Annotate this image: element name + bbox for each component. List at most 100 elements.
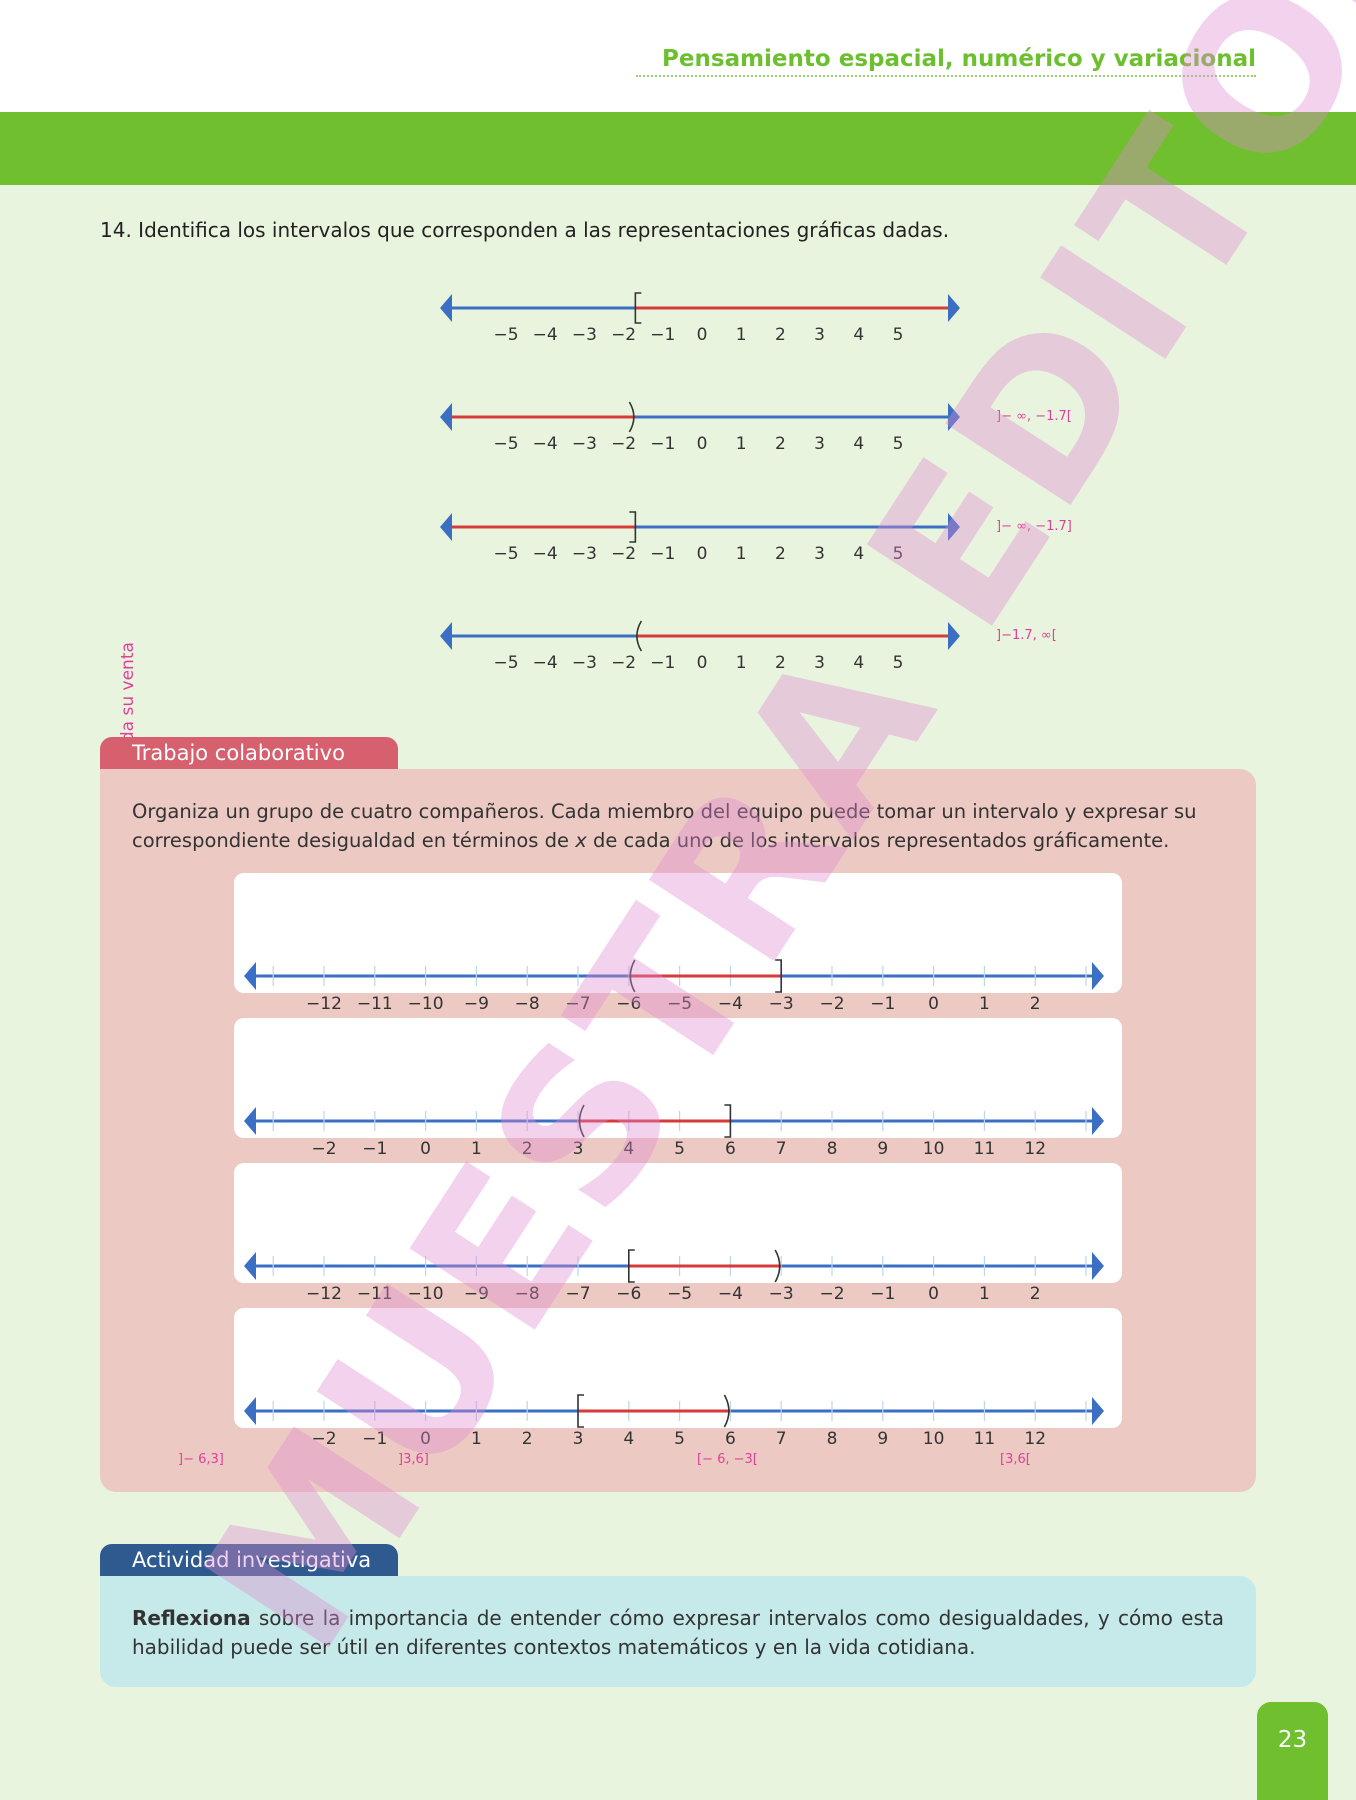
number-line-card-1 bbox=[234, 873, 1122, 993]
arrow-right-icon bbox=[948, 294, 960, 322]
tick-label: −9 bbox=[464, 1284, 489, 1304]
tick-label: −9 bbox=[464, 994, 489, 1014]
tick-label: −2 bbox=[611, 325, 636, 345]
tick-label: 1 bbox=[979, 1284, 990, 1304]
tick-label: −10 bbox=[408, 1284, 444, 1304]
tick-label: 3 bbox=[814, 544, 825, 564]
tick-label: 8 bbox=[827, 1429, 838, 1449]
tick-label: 0 bbox=[928, 1284, 939, 1304]
bracket-open bbox=[774, 1249, 781, 1283]
tick-label: 2 bbox=[1030, 994, 1041, 1014]
tick-label: 8 bbox=[827, 1139, 838, 1159]
tick-label: −5 bbox=[667, 994, 692, 1014]
arrow-left-icon bbox=[244, 1397, 256, 1425]
tick-label: 0 bbox=[928, 994, 939, 1014]
tick-label: −2 bbox=[611, 544, 636, 564]
tick-label: −1 bbox=[650, 434, 675, 454]
bracket-open bbox=[628, 401, 635, 433]
tick-label: 2 bbox=[775, 653, 786, 673]
tick-label: −3 bbox=[572, 544, 597, 564]
tick-label: 1 bbox=[979, 994, 990, 1014]
tick-label: −4 bbox=[718, 994, 743, 1014]
tick-label: −1 bbox=[362, 1429, 387, 1449]
tick-label: −6 bbox=[616, 994, 641, 1014]
arrow-left-icon bbox=[244, 962, 256, 990]
tick-label: 2 bbox=[522, 1429, 533, 1449]
tick-label: −5 bbox=[493, 653, 518, 673]
bracket-open bbox=[578, 1104, 585, 1138]
tick-label: −3 bbox=[572, 653, 597, 673]
number-line-card-4 bbox=[234, 1308, 1122, 1428]
page-number: 23 bbox=[1257, 1702, 1328, 1800]
bracket-closed bbox=[629, 511, 637, 543]
collab-answer-3: [− 6, −3[ bbox=[697, 1452, 758, 1467]
tick-label: 1 bbox=[736, 653, 747, 673]
tick-label: 4 bbox=[853, 544, 864, 564]
research-text: Reflexiona sobre la importancia de enten… bbox=[132, 1604, 1224, 1662]
tick-label: −10 bbox=[408, 994, 444, 1014]
arrow-left-icon bbox=[244, 1107, 256, 1135]
green-band bbox=[0, 112, 1356, 185]
arrow-left-icon bbox=[440, 403, 452, 431]
tick-label: 4 bbox=[853, 653, 864, 673]
arrow-left-icon bbox=[440, 622, 452, 650]
tick-label: 7 bbox=[776, 1139, 787, 1159]
bracket-open bbox=[629, 959, 636, 993]
tick-label: 0 bbox=[697, 325, 708, 345]
bracket-open bbox=[636, 620, 643, 652]
section-title: Pensamiento espacial, numérico y variaci… bbox=[636, 46, 1256, 77]
tick-label: 1 bbox=[471, 1429, 482, 1449]
arrow-right-icon bbox=[948, 513, 960, 541]
bracket-open bbox=[723, 1394, 730, 1428]
tick-label: −5 bbox=[667, 1284, 692, 1304]
tick-label: −4 bbox=[718, 1284, 743, 1304]
tick-label: 0 bbox=[697, 434, 708, 454]
tick-label: −1 bbox=[650, 325, 675, 345]
tick-label: 5 bbox=[674, 1139, 685, 1159]
exercise-number-lines: −5 −4 −3 −2 −1 0 1 2 3 4 5 −5 −4 −3 −2 −1 0 1 2 3 4 5 −5 −4 −3 −2… bbox=[440, 292, 960, 673]
number-line-card-3 bbox=[234, 1163, 1122, 1283]
tick-label: −4 bbox=[533, 544, 558, 564]
tick-label: 4 bbox=[623, 1139, 634, 1159]
collab-number-lines: −12 −11 −10 −9 −8 −7 −6 −5 −4 −3 −2 −1 0 1 2−2 −1 0 1 2 3 4 5… bbox=[244, 959, 1104, 1449]
tick-label: −7 bbox=[565, 1284, 590, 1304]
tick-label: 5 bbox=[893, 434, 904, 454]
tick-label: −4 bbox=[533, 434, 558, 454]
tick-label: 10 bbox=[923, 1139, 945, 1159]
tick-label: 9 bbox=[877, 1429, 888, 1449]
tick-label: 0 bbox=[420, 1429, 431, 1449]
tick-label: 3 bbox=[573, 1139, 584, 1159]
tick-label: 2 bbox=[522, 1139, 533, 1159]
bracket-closed bbox=[634, 292, 642, 324]
arrow-left-icon bbox=[440, 294, 452, 322]
tick-label: −3 bbox=[769, 1284, 794, 1304]
collab-answer-4: [3,6[ bbox=[1000, 1452, 1031, 1467]
tick-label: 3 bbox=[814, 325, 825, 345]
tick-label: 3 bbox=[814, 434, 825, 454]
tick-label: −2 bbox=[311, 1139, 336, 1159]
tick-label: −2 bbox=[611, 653, 636, 673]
tick-label: −8 bbox=[515, 994, 540, 1014]
tick-label: 1 bbox=[736, 325, 747, 345]
exercise-answer-3: ]− ∞, −1.7] bbox=[996, 519, 1072, 534]
collab-instructions: Organiza un grupo de cuatro compañeros. … bbox=[132, 797, 1232, 855]
bracket-closed bbox=[724, 1104, 732, 1138]
tick-label: −3 bbox=[769, 994, 794, 1014]
tick-label: 2 bbox=[1030, 1284, 1041, 1304]
tick-label: −12 bbox=[306, 994, 342, 1014]
collab-text-end: de cada uno de los intervalos representa… bbox=[586, 829, 1170, 852]
arrow-left-icon bbox=[440, 513, 452, 541]
tick-label: 1 bbox=[471, 1139, 482, 1159]
tick-label: 7 bbox=[776, 1429, 787, 1449]
research-body: sobre la importancia de entender cómo ex… bbox=[132, 1606, 1224, 1659]
tick-label: −3 bbox=[572, 434, 597, 454]
tick-label: −2 bbox=[311, 1429, 336, 1449]
arrow-left-icon bbox=[244, 1252, 256, 1280]
tick-label: 5 bbox=[893, 325, 904, 345]
tick-label: 6 bbox=[725, 1429, 736, 1449]
bracket-closed bbox=[775, 959, 782, 993]
tick-label: −12 bbox=[306, 1284, 342, 1304]
tick-label: −1 bbox=[362, 1139, 387, 1159]
tick-label: 2 bbox=[775, 544, 786, 564]
collab-tab: Trabajo colaborativo bbox=[100, 737, 398, 769]
